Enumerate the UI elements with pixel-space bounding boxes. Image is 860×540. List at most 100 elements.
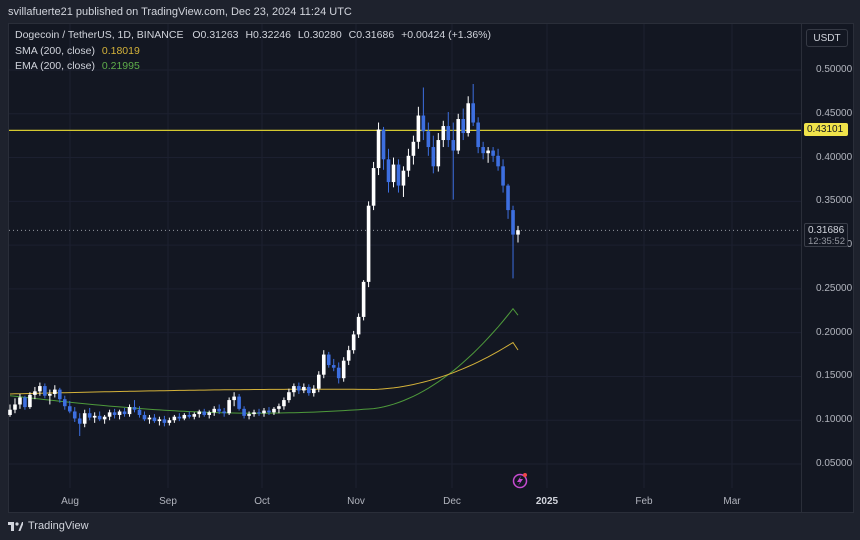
candle — [396, 159, 401, 193]
candle — [187, 411, 192, 419]
candle-body — [277, 406, 281, 409]
candle-body — [28, 394, 32, 408]
ema-label: EMA (200, close) — [15, 60, 95, 72]
candle-body — [77, 418, 82, 424]
candle-body — [451, 140, 456, 151]
candle-body — [72, 411, 77, 419]
candle — [147, 414, 152, 424]
candle — [77, 413, 82, 436]
candle — [456, 113, 461, 155]
tradingview-logo[interactable]: TradingView — [8, 520, 89, 532]
chart-legend: Dogecoin / TetherUS, 1D, BINANCE O0.3126… — [15, 28, 491, 75]
candle — [486, 147, 490, 163]
candle — [341, 357, 346, 382]
candle — [496, 148, 500, 171]
candle-body — [516, 230, 520, 235]
ema-legend-row[interactable]: EMA (200, close) 0.21995 — [15, 59, 491, 75]
candle-body — [182, 414, 187, 419]
candle-body — [257, 412, 261, 414]
candle-body — [177, 416, 182, 419]
time-tick-label: Nov — [347, 496, 365, 507]
candle-body — [92, 415, 97, 418]
candle-body — [8, 409, 12, 415]
price-tick-label: 0.25000 — [816, 282, 853, 294]
candle — [376, 122, 381, 176]
candle — [18, 393, 22, 409]
candle-body — [23, 397, 27, 408]
candle — [476, 117, 480, 154]
candle — [227, 397, 231, 415]
candle-body — [97, 415, 102, 420]
candle — [97, 411, 102, 422]
candle — [13, 398, 17, 414]
candle — [237, 393, 241, 411]
price-tick-label: 0.35000 — [816, 195, 853, 207]
candle — [137, 406, 142, 418]
tradingview-logo-icon — [8, 521, 23, 531]
candle — [192, 412, 197, 420]
candle — [197, 409, 202, 418]
chart-pane[interactable] — [8, 23, 802, 513]
candle — [272, 407, 276, 415]
sma-line — [9, 341, 519, 395]
candle-body — [43, 386, 47, 396]
candle-body — [262, 410, 266, 414]
time-tick-label: Sep — [159, 496, 177, 507]
candle — [361, 280, 366, 321]
candle — [252, 409, 256, 417]
candle-body — [252, 412, 256, 415]
candle — [411, 135, 416, 165]
candle-body — [67, 406, 72, 412]
time-tick-label: Aug — [61, 496, 79, 507]
last-price-value: 0.31686 — [808, 225, 845, 236]
candle — [267, 407, 271, 415]
candle — [232, 392, 236, 407]
candle-body — [162, 419, 167, 423]
candle-body — [316, 374, 321, 389]
candle-body — [371, 168, 376, 206]
candle-body — [217, 408, 221, 412]
price-tick-label: 0.20000 — [816, 326, 853, 338]
candle — [321, 350, 326, 379]
grid — [9, 24, 801, 488]
candle — [122, 407, 127, 417]
candle — [262, 407, 266, 417]
symbol-legend-row[interactable]: Dogecoin / TetherUS, 1D, BINANCE O0.3126… — [15, 28, 491, 44]
candle — [312, 385, 316, 397]
time-tick-label: Feb — [635, 496, 653, 507]
currency-button[interactable]: USDT — [806, 29, 848, 47]
candle — [316, 371, 321, 393]
candle-body — [53, 389, 57, 394]
price-scale[interactable] — [802, 23, 854, 513]
time-tick-label: Dec — [443, 496, 461, 507]
candle-body — [351, 334, 356, 351]
candle — [172, 414, 177, 423]
candle-body — [476, 122, 480, 148]
candle — [132, 400, 137, 413]
candle — [416, 106, 421, 149]
tradingview-logo-text: TradingView — [28, 520, 89, 532]
candle — [391, 157, 396, 188]
price-tick-label: 0.15000 — [816, 370, 853, 382]
candle-body — [506, 185, 510, 211]
sma-legend-row[interactable]: SMA (200, close) 0.18019 — [15, 44, 491, 60]
candle — [28, 392, 32, 409]
high-value: H0.32246 — [245, 29, 291, 41]
candle-body — [227, 400, 231, 414]
symbol-name: Dogecoin / TetherUS, 1D, BINANCE — [15, 29, 184, 41]
candle-body — [222, 411, 226, 414]
candle-body — [157, 419, 162, 422]
candle-body — [172, 416, 177, 421]
candle — [292, 383, 296, 397]
candle-body — [38, 386, 42, 392]
candle — [58, 387, 62, 403]
candle-body — [292, 386, 296, 393]
event-marker-ring — [512, 473, 528, 489]
candle-body — [381, 129, 386, 160]
price-tick-label: 0.05000 — [816, 458, 853, 469]
candle-body — [321, 354, 326, 375]
sma-value: 0.18019 — [101, 44, 140, 57]
candle-body — [132, 407, 137, 410]
candle-body — [62, 399, 67, 407]
